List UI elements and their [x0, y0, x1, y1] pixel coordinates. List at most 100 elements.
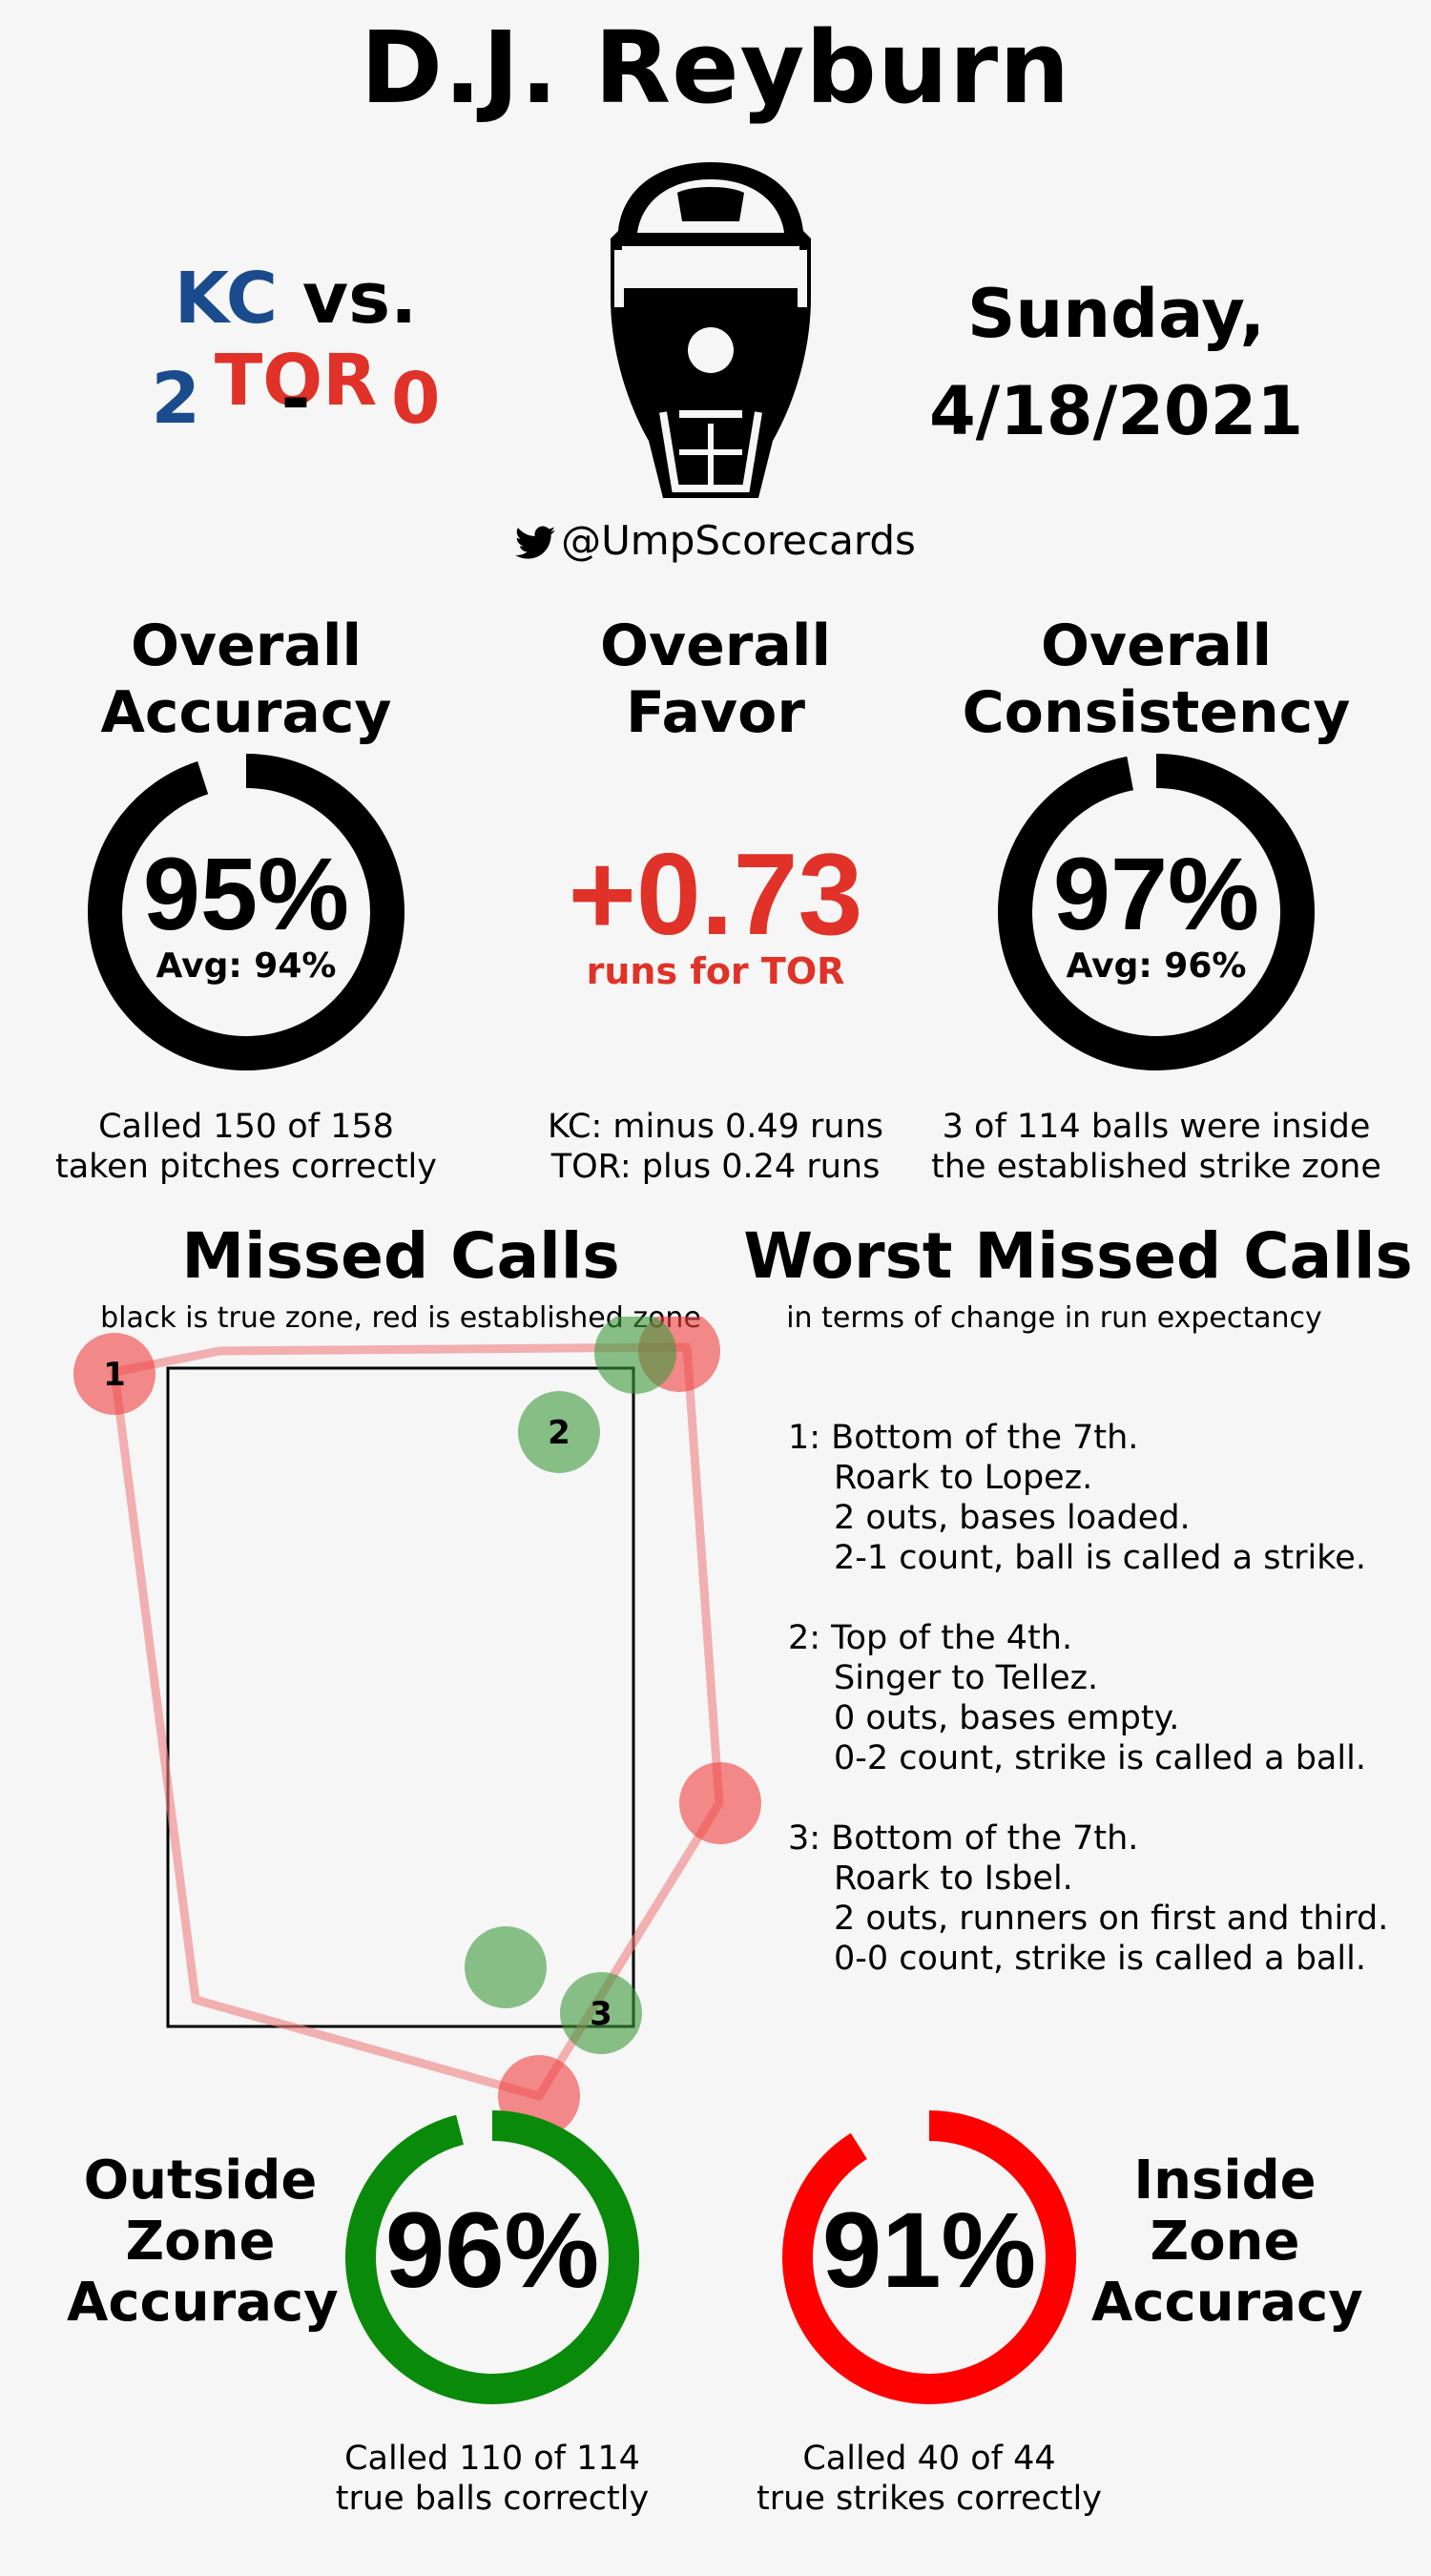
- worst-missed-subtitle: in terms of change in run expectancy: [786, 1301, 1322, 1335]
- away-team: KC: [174, 258, 279, 340]
- worst-missed-list: 1: Bottom of the 7th. Roark to Lopez. 2 …: [788, 1418, 1399, 2019]
- worst-missed-item: 2: Top of the 4th. Singer to Tellez. 0 o…: [788, 1618, 1399, 1778]
- favor-title: Overall Favor: [496, 613, 935, 746]
- accuracy-caption: Called 150 of 158 taken pitches correctl…: [27, 1107, 466, 1187]
- inside-zone-ring-svg: [782, 2110, 1076, 2404]
- worst-missed-item: 3: Bottom of the 7th. Roark to Isbel. 2 …: [788, 1818, 1399, 1979]
- missed-call-marker-green: [465, 1926, 547, 2008]
- consistency-title-line1: Overall: [1040, 613, 1273, 679]
- home-team: TOR: [214, 340, 378, 422]
- item-call: 0-2 count, strike is called a ball.: [834, 1739, 1366, 1777]
- item-call: 2-1 count, ball is called a strike.: [834, 1539, 1366, 1577]
- twitter-handle: @UmpScorecards: [0, 517, 1431, 564]
- missed-calls-title: Missed Calls: [181, 1219, 620, 1293]
- missed-call-marker-red: [679, 1762, 761, 1844]
- item-call: 0-0 count, strike is called a ball.: [834, 1940, 1366, 1978]
- consistency-title: Overall Consistency: [937, 613, 1376, 746]
- item-situation: 0 outs, bases empty.: [834, 1699, 1180, 1737]
- outside-zone-value: 96%: [384, 2191, 600, 2310]
- favor-title-line2: Favor: [626, 679, 805, 746]
- consistency-value: 97%: [1052, 836, 1260, 951]
- item-matchup: Roark to Lopez.: [834, 1459, 1093, 1497]
- accuracy-title-line1: Overall: [130, 613, 363, 679]
- final-score: 2 - 0: [86, 358, 506, 440]
- favor-value: +0.73: [568, 829, 863, 959]
- missed-calls-subtitle: black is true zone, red is established z…: [100, 1301, 701, 1335]
- outside-zone-ring-svg: [345, 2110, 639, 2404]
- favor-caption: KC: minus 0.49 runs TOR: plus 0.24 runs: [496, 1107, 935, 1187]
- inside-zone-label-line2: Zone: [1150, 2211, 1300, 2273]
- worst-missed-title: Worst Missed Calls: [743, 1219, 1413, 1293]
- favor-caption-line1: KC: minus 0.49 runs: [548, 1108, 883, 1146]
- favor-title-line1: Overall: [599, 613, 832, 679]
- accuracy-caption-line2: taken pitches correctly: [54, 1148, 437, 1186]
- inside-zone-label-line3: Accuracy: [1091, 2272, 1363, 2334]
- worst-missed-item: 1: Bottom of the 7th. Roark to Lopez. 2 …: [788, 1418, 1399, 1578]
- favor-sub: runs for TOR: [586, 950, 845, 992]
- consistency-ring: 97% Avg: 96%: [994, 750, 1318, 1074]
- twitter-handle-text: @UmpScorecards: [561, 517, 916, 564]
- umpire-mask-icon: [611, 162, 811, 498]
- accuracy-avg: Avg: 94%: [156, 946, 337, 986]
- outside-zone-label: Outside Zone Accuracy: [67, 2150, 339, 2334]
- strike-zone-plot: 1 2 3: [73, 1317, 761, 2137]
- consistency-title-line2: Consistency: [962, 679, 1351, 746]
- missed-call-marker-green: [560, 1972, 642, 2054]
- outside-zone-label-line2: Zone: [125, 2211, 276, 2273]
- inside-zone-caption-line2: true strikes correctly: [757, 2480, 1102, 2518]
- item-inning: 3: Bottom of the 7th.: [788, 1819, 1139, 1858]
- consistency-caption-line1: 3 of 114 balls were inside: [942, 1108, 1371, 1146]
- consistency-avg: Avg: 96%: [1066, 946, 1247, 986]
- accuracy-ring: 95% Avg: 94%: [84, 750, 408, 1074]
- score-separator: -: [280, 358, 311, 440]
- inside-zone-caption: Called 40 of 44 true strikes correctly: [738, 2439, 1120, 2519]
- item-matchup: Singer to Tellez.: [834, 1659, 1099, 1697]
- outside-zone-caption: Called 110 of 114 true balls correctly: [301, 2439, 683, 2519]
- consistency-caption-line2: the established strike zone: [931, 1148, 1381, 1186]
- favor-caption-line2: TOR: plus 0.24 runs: [550, 1148, 881, 1186]
- game-date: Sunday, 4/18/2021: [906, 265, 1326, 460]
- missed-call-marker-red: [73, 1333, 156, 1415]
- twitter-bird-icon: [515, 526, 556, 559]
- inside-zone-ring-arc: [782, 2110, 1076, 2404]
- missed-call-marker-green: [518, 1391, 600, 1473]
- outside-zone-label-line1: Outside: [83, 2150, 318, 2212]
- outside-zone-ring: 96%: [340, 2105, 645, 2410]
- accuracy-caption-line1: Called 150 of 158: [98, 1108, 394, 1146]
- accuracy-ring-arc: [88, 754, 404, 1070]
- game-day: Sunday,: [966, 275, 1266, 353]
- outside-zone-caption-line1: Called 110 of 114: [344, 2440, 640, 2478]
- inside-zone-label-line1: Inside: [1133, 2150, 1317, 2212]
- consistency-caption: 3 of 114 balls were inside the establish…: [918, 1107, 1395, 1187]
- away-score: 2: [151, 358, 200, 440]
- accuracy-title: Overall Accuracy: [27, 613, 466, 746]
- umpire-name: D.J. Reyburn: [360, 10, 1071, 126]
- marker-label-2: 2: [548, 1414, 570, 1452]
- marker-label-1: 1: [103, 1356, 126, 1394]
- marker-label-3: 3: [590, 1995, 612, 2033]
- item-inning: 2: Top of the 4th.: [788, 1619, 1073, 1657]
- missed-call-marker-green: [594, 1317, 676, 1394]
- accuracy-value: 95%: [142, 836, 350, 951]
- matchup: KC vs. TOR: [86, 258, 506, 422]
- outside-zone-caption-line2: true balls correctly: [335, 2480, 650, 2518]
- inside-zone-label: Inside Zone Accuracy: [1091, 2150, 1363, 2334]
- item-matchup: Roark to Isbel.: [834, 1859, 1073, 1898]
- item-situation: 2 outs, runners on first and third.: [834, 1900, 1389, 1938]
- item-inning: 1: Bottom of the 7th.: [788, 1419, 1139, 1457]
- inside-zone-ring: 91%: [777, 2105, 1082, 2410]
- accuracy-ring-svg: [88, 754, 404, 1070]
- outside-zone-ring-arc: [345, 2110, 639, 2404]
- vs-label: vs.: [301, 258, 418, 340]
- missed-call-markers: [73, 1317, 761, 2137]
- consistency-ring-arc: [998, 754, 1315, 1070]
- outside-zone-label-line3: Accuracy: [67, 2272, 339, 2334]
- consistency-ring-svg: [998, 754, 1315, 1070]
- item-situation: 2 outs, bases loaded.: [834, 1499, 1191, 1537]
- inside-zone-caption-line1: Called 40 of 44: [802, 2440, 1056, 2478]
- inside-zone-value: 91%: [821, 2191, 1037, 2310]
- home-score: 0: [391, 358, 441, 440]
- game-date-value: 4/18/2021: [928, 372, 1304, 450]
- accuracy-title-line2: Accuracy: [100, 679, 392, 746]
